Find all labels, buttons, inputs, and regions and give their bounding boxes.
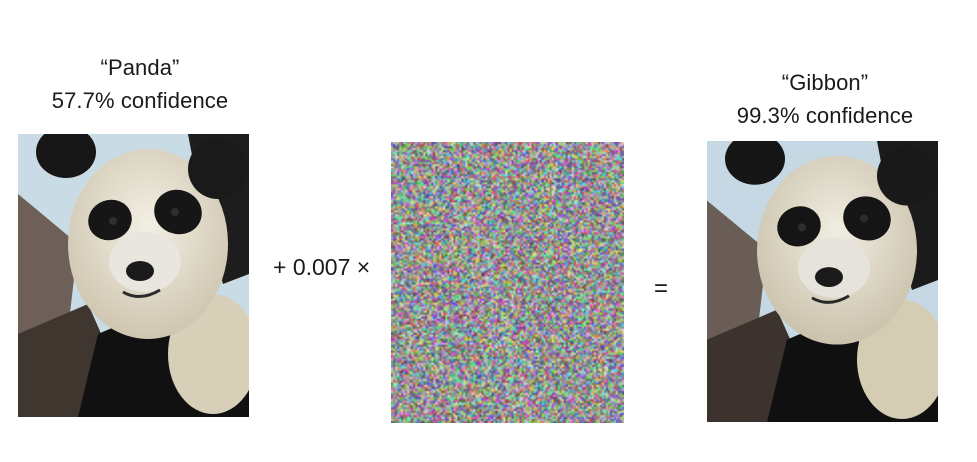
gibbon-caption: “Gibbon” 99.3% confidence [700,66,950,132]
perturbed-panda-illustration [707,141,938,422]
panda-image [18,134,249,417]
adversarial-noise-image [391,142,624,423]
equals-sign: = [654,275,669,302]
panda-caption: “Panda” 57.7% confidence [15,51,265,117]
panda-illustration [18,134,249,417]
panda-label: “Panda” [100,55,180,80]
gibbon-confidence: 99.3% confidence [736,103,914,128]
multiplier-operator: + 0.007 × [273,254,371,280]
gibbon-label: “Gibbon” [781,70,869,95]
perturbed-panda-image [707,141,938,422]
panda-confidence: 57.7% confidence [51,88,229,113]
